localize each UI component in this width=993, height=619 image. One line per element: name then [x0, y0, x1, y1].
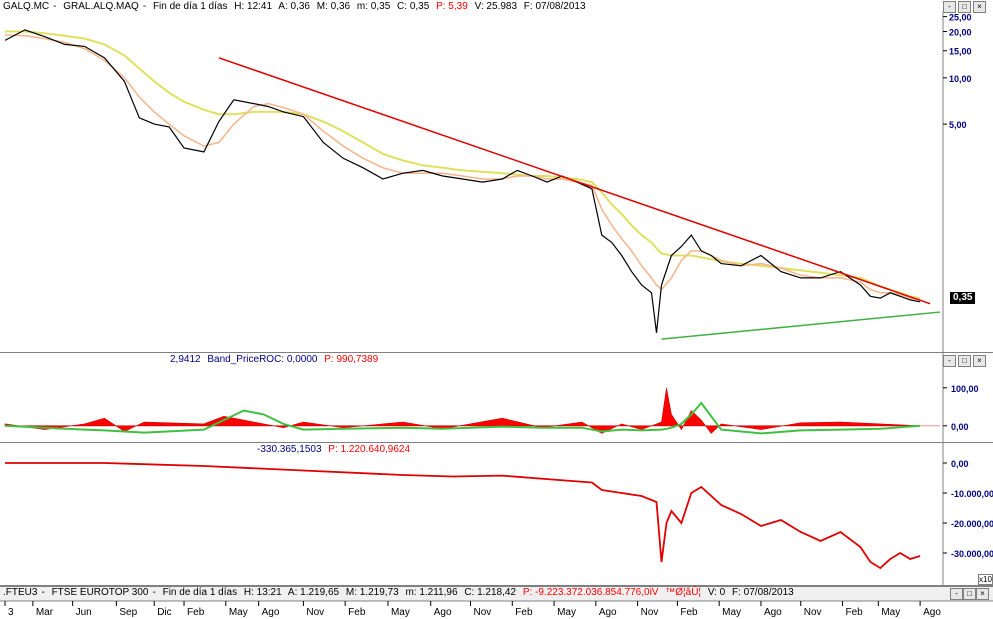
trendline-support — [661, 311, 941, 340]
roc-line — [4, 401, 921, 435]
series-price — [4, 29, 921, 333]
series-ma_long — [5, 30, 921, 300]
roc-value: 2,9412 — [170, 354, 201, 365]
price-chart: 25,00 20,00 15,00 10,00 5,00 — [4, 12, 972, 353]
x-tick-label: May — [881, 607, 900, 618]
x10-label: x10 — [978, 574, 993, 585]
x-tick-label: May — [722, 607, 741, 618]
ad-tick-label: 0,00 — [951, 459, 969, 469]
p-label: P — [436, 1, 443, 12]
bench-close: C: 1.218,42 — [464, 587, 517, 598]
x-tick-label: Feb — [348, 607, 366, 618]
p-value: : 5,39 — [442, 1, 468, 12]
symbol: GALQ.MC — [3, 1, 50, 12]
close-button[interactable]: × — [973, 1, 986, 13]
x-tick-label: Ago — [764, 607, 782, 618]
price-pane: GALQ.MC - GRAL.ALQ.MAQ - Fin de día 1 días… — [0, 1, 993, 353]
close: C: 0,35 — [397, 1, 430, 12]
x-tick-label: Feb — [187, 607, 205, 618]
ad-p: P: 1.220.640,9624 — [328, 444, 411, 455]
roc-chart: 100,00 0,00 — [4, 353, 979, 443]
x-tick-label: May — [391, 607, 410, 618]
x-tick-label: May — [229, 607, 248, 618]
minimize-button[interactable]: - — [943, 1, 956, 13]
price-tick-label: 10,00 — [949, 74, 972, 84]
x-tick-label: Ago — [262, 607, 280, 618]
roc-pane: 2,9412 Band_PriceROC: 0,0000 P: 990,7389… — [0, 353, 993, 443]
bench-name: FTSE EUROTOP 300 — [51, 587, 149, 598]
ad-line — [5, 462, 921, 570]
price-header: GALQ.MC - GRAL.ALQ.MAQ - Fin de día 1 días… — [3, 1, 586, 12]
date: F: 07/08/2013 — [523, 1, 586, 12]
benchmark-bar: .FTEU3- FTSE EUROTOP 300- Fin de día 1 d… — [0, 586, 993, 601]
x-tick-label: Nov — [474, 607, 492, 618]
last-price-label: 0,35 — [950, 292, 976, 304]
ad-tick-label: -20.000,00 — [951, 519, 993, 529]
roc-close-button[interactable]: × — [973, 355, 986, 367]
x-tick-label: Mar — [36, 607, 54, 618]
bench-minimize-button[interactable]: - — [950, 588, 963, 600]
price-tick-label: 15,00 — [949, 47, 972, 57]
ad-value: -330.365,1503 — [257, 444, 322, 455]
bench-glyphs: ™Ø¦âÛ¦ — [665, 587, 702, 598]
bench-date: F: 07/08/2013 — [732, 587, 794, 598]
bench-volume: V: 0 — [707, 587, 726, 598]
x-tick-label: Feb — [846, 607, 864, 618]
maximize-button[interactable]: □ — [958, 1, 971, 13]
x-tick-label: Ago — [923, 607, 941, 618]
x-tick-label: Ago — [599, 607, 617, 618]
bench-p-value: : -9.223.372.036.854.776,0iV — [529, 587, 659, 598]
x-tick-label: Nov — [804, 607, 822, 618]
ad-tick-label: -30.000,00 — [951, 549, 993, 559]
bench-period: Fin de día 1 días — [162, 587, 238, 598]
x-tick-label: Jun — [76, 607, 92, 618]
bench-close-button[interactable]: × — [976, 588, 989, 600]
price-tick-label: 20,00 — [949, 28, 972, 38]
series-ma_short — [4, 34, 921, 301]
price-tick-label: 5,00 — [949, 120, 967, 130]
x-tick-label: Feb — [515, 607, 533, 618]
bench-symbol: .FTEU3 — [3, 587, 38, 598]
open: A: 0,36 — [278, 1, 310, 12]
x-tick-label: Nov — [641, 607, 659, 618]
bench-hour: H: 13:21 — [243, 587, 282, 598]
roc-name: Band_PriceROC: 0,0000 — [207, 354, 318, 365]
trendline-resistance — [218, 57, 931, 305]
bench-high: M: 1.219,73 — [345, 587, 399, 598]
price-tick-label: 25,00 — [949, 13, 972, 23]
x-tick-label: Sep — [119, 607, 137, 618]
ad-chart: 0,00 -10.000,00 -20.000,00 -30.000,00 — [5, 443, 993, 586]
low: m: 0,35 — [356, 1, 391, 12]
high: M: 0,36 — [316, 1, 351, 12]
roc-p: P: 990,7389 — [324, 354, 379, 365]
ad-pane: -330.365,1503 P: 1.220.640,9624 0,00 -10.… — [0, 443, 993, 586]
roc-header: 2,9412 Band_PriceROC: 0,0000 P: 990,7389 — [170, 354, 382, 365]
roc-tick-label: 100,00 — [951, 384, 979, 394]
x-tick-label: Nov — [306, 607, 324, 618]
x-tick-label: May — [557, 607, 576, 618]
bench-open: A: 1.219,65 — [287, 587, 340, 598]
period: Fin de día 1 días — [152, 1, 228, 12]
roc-maximize-button[interactable]: □ — [958, 355, 971, 367]
hour: H: 12:41 — [234, 1, 273, 12]
volume: V: 25.983 — [474, 1, 518, 12]
ad-header: -330.365,1503 P: 1.220.640,9624 — [257, 444, 414, 455]
roc-area — [4, 387, 921, 434]
bench-maximize-button[interactable]: □ — [963, 588, 976, 600]
x-tick-label: Feb — [680, 607, 698, 618]
x-axis: 3 Mar Jun Sep Dic Feb May Ago Nov Feb May Ago Nov Feb… — [0, 600, 993, 618]
x-tick-label: Ago — [434, 607, 452, 618]
bench-p-label: P — [522, 587, 530, 598]
roc-tick-label: 0,00 — [951, 422, 969, 432]
instrument-name: GRAL.ALQ.MAQ — [63, 1, 139, 12]
x-tick-label: 3 — [8, 607, 14, 618]
bench-low: m: 1.211,96 — [405, 587, 458, 598]
x-tick-label: Dic — [157, 607, 171, 618]
ad-tick-label: -10.000,00 — [951, 489, 993, 499]
